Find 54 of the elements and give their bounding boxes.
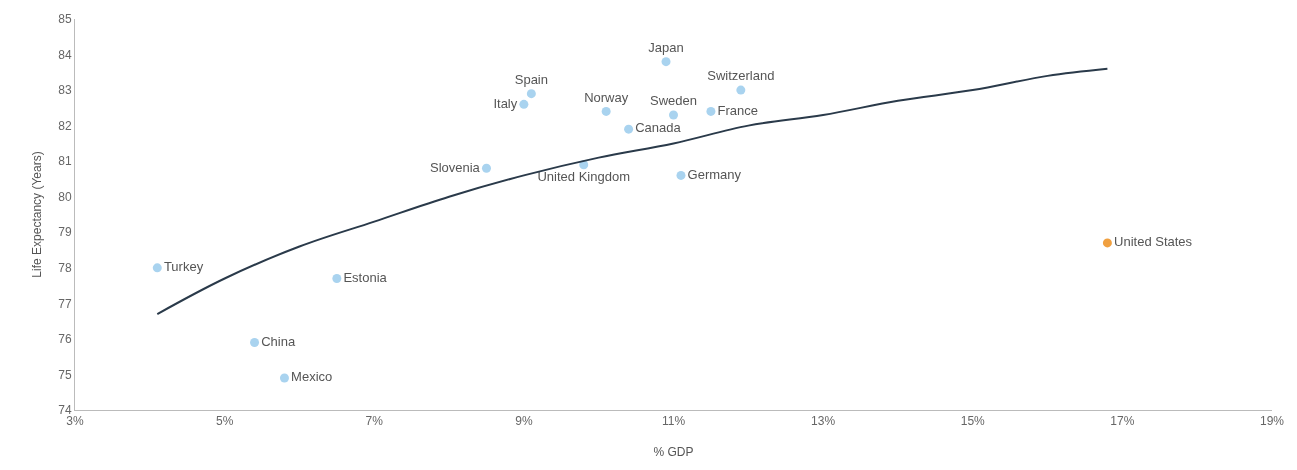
point [669,110,678,120]
series-label: Estonia [343,269,388,285]
series-label: Spain [514,71,548,87]
point [1102,238,1112,248]
y-tick-label: 85 [58,12,72,27]
x-tick-label: 9% [515,414,533,429]
y-tick-label: 81 [58,154,72,169]
series-label: Sweden [650,93,697,109]
x-tick-label: 19% [1259,414,1285,429]
point [481,163,491,173]
y-axis-title: Life Expectancy (Years) [30,151,44,278]
series-label: United States [1114,234,1193,250]
point [526,89,536,99]
x-tick-label: 15% [960,414,986,429]
y-tick-label: 83 [58,83,72,98]
line-series [156,67,1109,316]
y-tick-label: 76 [58,332,72,347]
x-tick-label: 7% [365,414,384,429]
point [601,106,611,116]
point [624,124,634,134]
series-label: United Kingdom [537,169,630,185]
y-tick-label: 84 [58,47,72,62]
y-tick-label: 82 [58,118,72,133]
y-tick-label: 79 [58,225,72,240]
y-tick-label: 78 [58,261,72,276]
y-tick-label: 77 [58,296,72,311]
x-tick-label: 5% [215,414,234,429]
x-tick-label: 3% [66,414,84,429]
series-label: France [717,102,758,118]
x-tick-label: 13% [811,414,836,429]
series-label: Slovenia [429,159,481,175]
point [706,106,716,116]
y-tick-label: 80 [58,189,72,204]
series-label: Switzerland [707,68,775,84]
y-tick-label: 75 [58,367,72,382]
series-label: Japan [648,39,684,55]
series-label: China [261,333,296,349]
series-label: Turkey [163,259,204,275]
x-tick-label: 17% [1110,414,1135,429]
point [152,263,162,273]
series-label: Canada [635,120,682,136]
x-tick-label: 11% [661,414,686,429]
x-axis-title: % GDP [653,445,694,459]
point [736,85,746,95]
point [519,99,529,109]
point [250,337,260,347]
series-label: Italy [493,95,518,111]
series-label: Germany [687,166,742,182]
point [279,373,289,383]
point [332,273,342,283]
point [661,57,671,67]
point [676,170,686,180]
series-label: Norway [584,89,629,105]
series-label: Mexico [291,369,333,385]
